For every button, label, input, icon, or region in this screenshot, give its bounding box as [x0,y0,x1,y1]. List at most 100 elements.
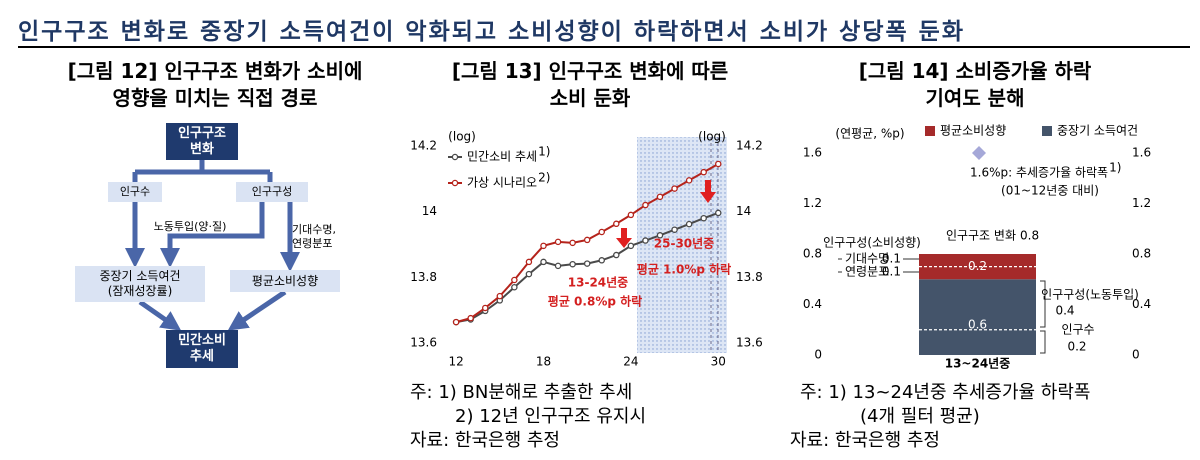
footnote: 주: 1) 13~24년중 추세증가율 하락폭 [800,382,1091,403]
data-point [540,242,547,250]
y-tick-label: 14 [422,204,437,218]
data-point [569,260,576,268]
data-point [715,160,722,168]
data-point [642,201,649,209]
data-point [511,283,518,291]
data-point [671,185,678,192]
footnote-marker: 1) [1109,161,1121,175]
source-note: 자료: 한국은행 추정 [410,430,560,451]
legend-swatch [1042,126,1052,136]
data-point [671,226,678,233]
diagram-node-label: 기대수명, 연령분포 [292,223,336,250]
footnote-marker: 2) [538,171,550,185]
diagram-box [75,266,205,302]
down-arrow [700,180,716,203]
y-axis-label: (log) [448,130,476,144]
legend-swatch [451,153,459,161]
data-point [613,251,620,259]
diagram-node-label: 인구구성 [251,185,293,198]
data-point [685,177,693,184]
data-point [700,214,707,222]
diagram-node-label: 중장기 소득여건 (잠재성장률) [99,269,181,298]
x-tick-label: 12 [448,355,463,369]
annotation: 평균 1.0%p 하락 [637,262,731,277]
y2-tick-label: 0 [1132,348,1140,362]
panel-title: [그림 14] 소비증가율 하락 기여도 분해 [858,59,1092,110]
data-point [656,232,664,239]
y-tick-label: 14.2 [410,138,437,152]
projection-shade [637,137,727,353]
y-tick-label: 13.8 [410,270,437,284]
annotation: 0.1 [882,252,901,266]
y2-tick-label: 1.2 [1132,196,1151,210]
footnote: 2) 12년 인구구조 유지시 [455,406,647,427]
annotation: 0.2 [1067,340,1086,354]
legend-swatch [451,179,459,187]
y-tick-label: 1.2 [803,196,822,210]
data-point [496,292,504,300]
source-note: 자료: 한국은행 추정 [790,430,940,451]
data-point [642,237,649,244]
reference-sub: (01~12년중 대비) [1001,184,1099,198]
x-tick-label: 24 [623,355,638,369]
y2-tick-label: 13.8 [736,270,763,284]
annotation: 인구구성(소비성향) [823,236,921,250]
y-tick-label: 0.4 [803,297,822,311]
panel-title: [그림 12] 인구구조 변화가 소비에 영향을 미치는 직접 경로 [67,59,363,110]
legend-label: 평균소비성향 [940,124,1006,138]
bar-segment [919,279,1036,355]
y2-tick-label: 0.8 [1132,247,1151,261]
data-point [554,262,562,270]
data-point [540,258,547,266]
down-arrow [616,228,632,248]
y-tick-label: 0.8 [803,247,822,261]
data-point [554,238,562,246]
annotation: 13-24년중 [568,276,628,290]
data-point [511,276,518,284]
diagram-box [230,270,340,292]
y-axis-label: (연평균, %p) [835,127,904,141]
annotation-brace [838,258,1046,354]
footnote: 주: 1) BN분해로 추출한 추세 [410,382,633,403]
data-label: 0.2 [968,259,987,273]
footnote: (4개 필터 평균) [860,406,980,427]
data-point [525,258,533,266]
data-point [452,318,460,326]
data-point [700,168,707,176]
y-tick-label: 1.6 [803,146,822,160]
data-point [598,228,605,236]
data-point [583,260,591,267]
diagram-node-label: 민간소비 추세 [178,333,226,364]
reference-label: 1.6%p: 추세증가율 하락폭 [970,166,1108,180]
annotation: 연령분포 [845,265,889,279]
reference-marker [972,146,986,160]
x-tick-label: 30 [711,355,726,369]
x-tick-label: 18 [536,355,551,369]
y2-tick-label: 14 [736,204,751,218]
data-point [525,270,533,278]
data-point [467,314,474,322]
annotation: 25-30년중 [654,237,714,251]
data-point [481,304,489,312]
data-point [715,209,722,217]
legend-label: 중장기 소득여건 [1057,124,1138,138]
diagram-node-label: 인구수 [119,185,151,198]
annotation: 평균 0.8%p 하락 [548,294,642,309]
legend-label: 가상 시나리오 [467,176,537,190]
data-point [569,239,576,247]
y2-tick-label: 1.6 [1132,146,1151,160]
diagram-node-label: 인구구조 변화 [178,125,226,157]
annotation: 인구구성(노동투입) [1041,288,1139,302]
diagram-box [166,123,238,160]
panel-title: [그림 13] 인구구조 변화에 따른 소비 둔화 [451,59,729,110]
data-point [598,257,605,264]
total-label: 인구구조 변화 [946,229,1016,243]
legend-label: 민간소비 추세 [467,150,537,164]
data-point [685,220,693,228]
data-point [583,236,591,244]
annotation: 0.1 [882,265,901,279]
page-title: 인구구조 변화로 중장기 소득여건이 악화되고 소비성향이 하락하면서 소비가 … [18,19,965,45]
diagram-box [166,330,238,368]
